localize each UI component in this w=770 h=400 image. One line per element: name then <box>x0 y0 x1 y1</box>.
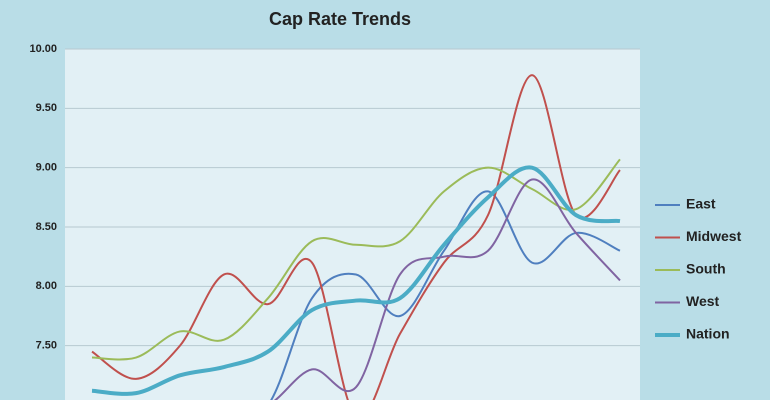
series-line <box>270 190 621 400</box>
y-tick-label: 8.00 <box>36 280 57 292</box>
series-line <box>91 74 621 400</box>
series-line <box>91 158 621 361</box>
legend-label: East <box>686 196 716 212</box>
y-tick-label: 9.50 <box>36 102 57 114</box>
legend-label: West <box>686 293 720 309</box>
legend-label: South <box>686 261 726 277</box>
y-tick-label: 7.50 <box>36 340 57 352</box>
legend-label: Midwest <box>686 228 742 244</box>
y-tick-label: 7.00 <box>36 399 57 400</box>
legend-label: Nation <box>686 326 730 342</box>
series-line <box>91 165 621 396</box>
y-tick-label: 8.50 <box>36 221 57 233</box>
plot-area <box>65 49 640 400</box>
chart-title: Cap Rate Trends <box>269 9 411 29</box>
y-tick-label: 10.00 <box>29 43 57 55</box>
y-tick-label: 9.00 <box>36 162 57 174</box>
series-line <box>273 178 621 400</box>
